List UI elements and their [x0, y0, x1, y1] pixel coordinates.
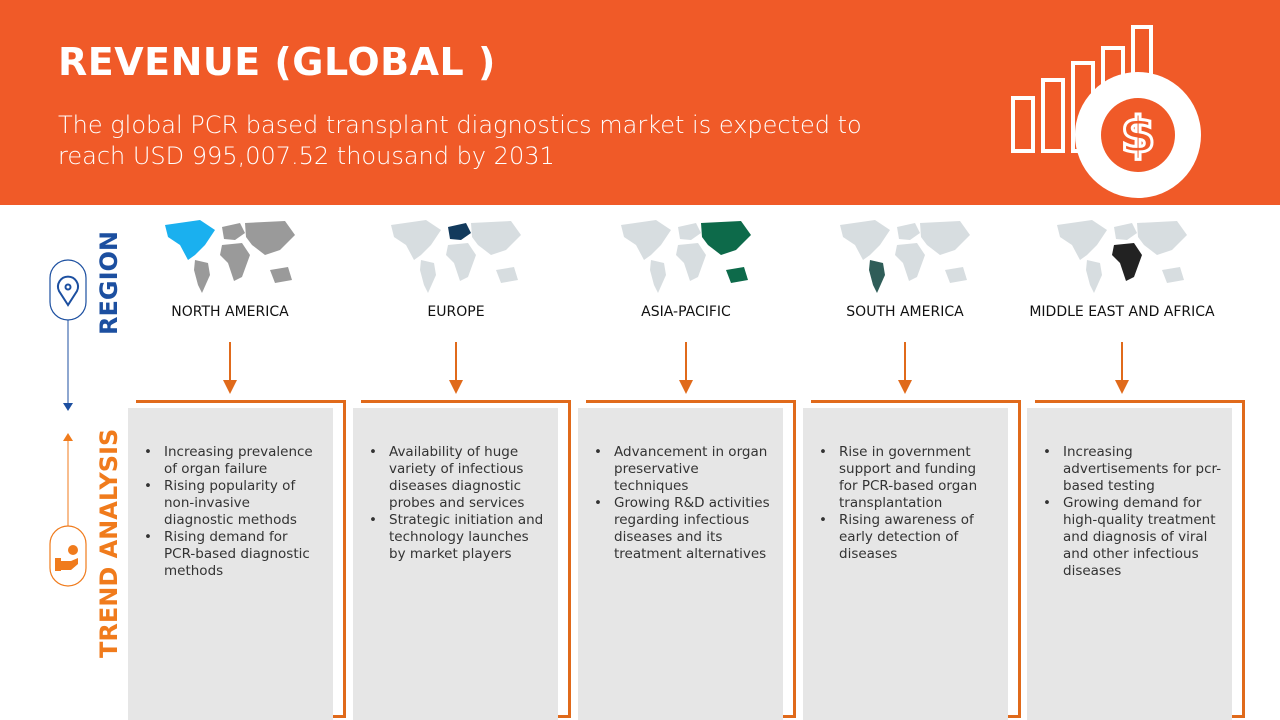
trend-item: Availability of huge variety of infectio… — [365, 444, 548, 512]
trend-card: Advancement in organ preservative techni… — [578, 408, 783, 720]
region-name: ASIA-PACIFIC — [641, 304, 731, 320]
arrow-down-icon — [898, 342, 912, 394]
header-banner: REVENUE (GLOBAL ) The global PCR based t… — [0, 0, 1280, 205]
trend-item: Growing demand for high-quality treatmen… — [1039, 495, 1222, 580]
location-pin-icon — [57, 275, 79, 307]
trend-item: Rising demand for PCR-based diagnostic m… — [140, 529, 323, 580]
trend-card: Increasing prevalence of organ failureRi… — [128, 408, 333, 720]
trend-item: Rising popularity of non-invasive diagno… — [140, 478, 323, 529]
trend-item: Strategic initiation and technology laun… — [365, 512, 548, 563]
trend-item: Rising awareness of early detection of d… — [815, 512, 998, 563]
world-map-icon — [165, 220, 295, 293]
arrow-down-icon — [1115, 342, 1129, 394]
trend-card: Rise in government support and funding f… — [803, 408, 1008, 720]
world-map-icon — [621, 220, 751, 293]
svg-text:$: $ — [1121, 106, 1156, 164]
arrow-down-icon — [223, 342, 237, 394]
arrow-down-icon — [449, 342, 463, 394]
trend-item: Rise in government support and funding f… — [815, 444, 998, 512]
side-timeline — [49, 259, 87, 587]
arrow-down-icon — [679, 342, 693, 394]
hand-coin-icon — [55, 545, 78, 571]
trend-card: Increasing advertisements for pcr-based … — [1027, 408, 1232, 720]
trend-analysis-label: TREND ANALYSIS — [95, 428, 123, 658]
trend-item: Advancement in organ preservative techni… — [590, 444, 773, 495]
trend-item: Increasing advertisements for pcr-based … — [1039, 444, 1222, 495]
world-map-icon — [840, 220, 970, 293]
region-name: MIDDLE EAST AND AFRICA — [1029, 304, 1215, 320]
region-name: EUROPE — [427, 304, 485, 320]
trend-item: Increasing prevalence of organ failure — [140, 444, 323, 478]
arrow-up-icon — [63, 433, 73, 441]
trend-card: Availability of huge variety of infectio… — [353, 408, 558, 720]
trend-pill — [49, 525, 87, 587]
region-name: SOUTH AMERICA — [846, 304, 964, 320]
world-map-icon — [391, 220, 521, 293]
world-map-icon — [1057, 220, 1187, 293]
revenue-chart-dollar-icon: $ — [1011, 25, 1201, 198]
page-title: REVENUE (GLOBAL ) — [58, 40, 496, 84]
arrow-down-icon — [63, 403, 73, 411]
region-name: NORTH AMERICA — [171, 304, 289, 320]
page-subtitle: The global PCR based transplant diagnost… — [58, 111, 862, 170]
region-label: REGION — [95, 231, 123, 335]
trend-item: Growing R&D activities regarding infecti… — [590, 495, 773, 563]
